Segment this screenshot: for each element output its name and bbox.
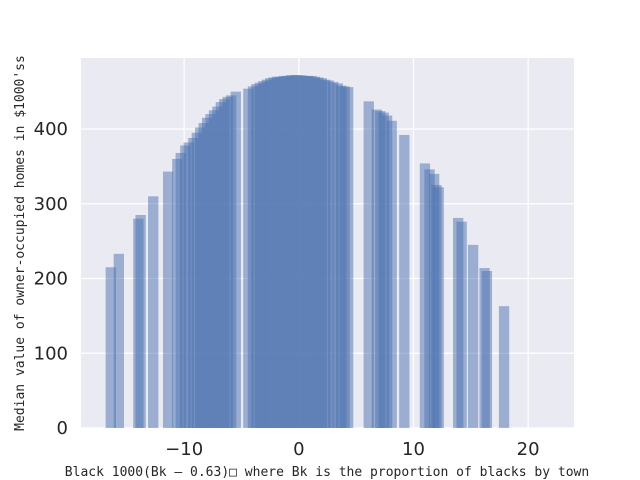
y-axis-label: Median value of owner-occupied homes in …	[13, 55, 28, 431]
y-tick-labels: 0 100 200 300 400	[34, 119, 68, 439]
bar	[113, 253, 124, 428]
bar	[162, 171, 174, 429]
bar	[148, 196, 159, 428]
bar	[399, 134, 410, 428]
bar	[230, 91, 241, 429]
bar	[481, 271, 493, 428]
x-tick-labels: −10 0 10 20	[165, 439, 539, 460]
y-tick-label: 200	[34, 269, 68, 290]
bars	[105, 75, 510, 429]
bar	[342, 87, 354, 428]
y-tick-label: 300	[34, 194, 68, 215]
x-tick-label: 10	[402, 439, 425, 460]
x-tick-label: 20	[517, 439, 540, 460]
bar	[386, 120, 397, 429]
bar	[135, 214, 146, 428]
bar	[498, 306, 510, 428]
bar	[456, 221, 467, 428]
y-tick-label: 100	[34, 343, 68, 364]
bar	[105, 267, 116, 428]
bar	[467, 244, 479, 428]
y-tick-label: 0	[57, 418, 68, 439]
bar	[363, 101, 374, 428]
y-tick-label: 400	[34, 119, 68, 140]
x-axis-label: Black 1000(Bk — 0.63)□ where Bk is the p…	[65, 465, 589, 480]
x-tick-label: −10	[165, 439, 203, 460]
x-tick-label: 0	[293, 439, 304, 460]
bar	[433, 187, 444, 428]
